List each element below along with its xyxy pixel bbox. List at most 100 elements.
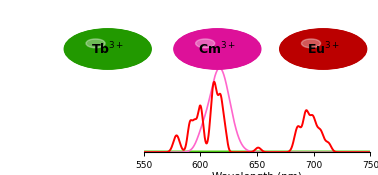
Circle shape — [210, 46, 225, 52]
Circle shape — [105, 48, 110, 50]
Circle shape — [208, 44, 227, 54]
Circle shape — [94, 43, 121, 55]
Circle shape — [75, 34, 140, 64]
Circle shape — [68, 31, 147, 67]
Circle shape — [70, 32, 145, 66]
Circle shape — [71, 32, 145, 66]
Circle shape — [68, 31, 147, 67]
Circle shape — [89, 40, 127, 58]
Circle shape — [188, 35, 247, 63]
Circle shape — [286, 32, 360, 66]
Circle shape — [319, 47, 327, 51]
Circle shape — [74, 33, 141, 65]
Circle shape — [197, 39, 238, 59]
Circle shape — [174, 29, 261, 69]
Circle shape — [301, 38, 346, 60]
Circle shape — [196, 39, 215, 48]
Circle shape — [191, 37, 244, 61]
Circle shape — [67, 30, 149, 68]
Circle shape — [90, 41, 125, 57]
Circle shape — [294, 35, 353, 63]
Circle shape — [102, 46, 114, 52]
Circle shape — [210, 46, 225, 52]
Circle shape — [314, 45, 332, 53]
Circle shape — [77, 35, 139, 63]
Circle shape — [196, 39, 239, 59]
Circle shape — [287, 32, 359, 66]
Circle shape — [312, 44, 335, 54]
Circle shape — [87, 39, 129, 59]
Circle shape — [311, 43, 336, 55]
Circle shape — [200, 41, 234, 57]
Circle shape — [95, 43, 120, 55]
Circle shape — [285, 31, 361, 67]
Circle shape — [199, 40, 236, 58]
Circle shape — [296, 36, 351, 62]
Circle shape — [92, 42, 124, 56]
Circle shape — [101, 46, 114, 52]
Circle shape — [198, 40, 237, 58]
Circle shape — [83, 37, 133, 61]
Circle shape — [296, 36, 350, 62]
Circle shape — [96, 44, 119, 54]
Circle shape — [313, 44, 333, 54]
Circle shape — [310, 43, 337, 55]
Circle shape — [294, 36, 352, 62]
Circle shape — [284, 31, 363, 67]
Circle shape — [174, 29, 260, 69]
Circle shape — [195, 38, 240, 60]
Circle shape — [103, 47, 113, 51]
Circle shape — [304, 40, 342, 58]
Circle shape — [73, 33, 143, 65]
Circle shape — [78, 35, 137, 63]
Circle shape — [316, 46, 331, 52]
Circle shape — [84, 38, 131, 60]
Circle shape — [301, 39, 345, 59]
Circle shape — [285, 31, 362, 67]
Circle shape — [206, 44, 228, 54]
Circle shape — [185, 34, 250, 64]
Circle shape — [195, 39, 240, 59]
Circle shape — [88, 40, 128, 58]
Circle shape — [318, 47, 328, 51]
Circle shape — [82, 37, 134, 61]
Circle shape — [81, 36, 135, 62]
Circle shape — [215, 48, 220, 50]
Circle shape — [211, 46, 224, 52]
Circle shape — [96, 43, 120, 55]
Circle shape — [99, 45, 116, 53]
Circle shape — [85, 39, 130, 59]
Circle shape — [91, 41, 125, 57]
Circle shape — [291, 34, 356, 64]
Circle shape — [202, 42, 232, 56]
Text: Cm$^{3+}$: Cm$^{3+}$ — [198, 41, 236, 57]
Circle shape — [311, 43, 335, 55]
Circle shape — [297, 37, 349, 61]
Circle shape — [98, 44, 118, 54]
Circle shape — [98, 44, 118, 54]
Circle shape — [307, 41, 339, 57]
Circle shape — [66, 30, 150, 68]
Circle shape — [201, 42, 233, 56]
Circle shape — [76, 34, 140, 64]
Circle shape — [192, 37, 242, 61]
Circle shape — [180, 32, 255, 66]
Circle shape — [322, 48, 325, 50]
Circle shape — [308, 42, 338, 56]
Circle shape — [65, 29, 150, 69]
Circle shape — [206, 44, 229, 54]
Circle shape — [72, 32, 144, 66]
Circle shape — [103, 47, 112, 51]
Circle shape — [321, 48, 326, 50]
Circle shape — [86, 39, 105, 48]
Circle shape — [181, 32, 253, 66]
Circle shape — [290, 34, 356, 64]
Circle shape — [190, 36, 245, 62]
Circle shape — [182, 33, 253, 65]
Circle shape — [94, 43, 121, 55]
Circle shape — [179, 31, 256, 67]
Circle shape — [190, 36, 245, 62]
Circle shape — [293, 35, 353, 63]
Circle shape — [102, 47, 113, 51]
Circle shape — [320, 47, 327, 51]
